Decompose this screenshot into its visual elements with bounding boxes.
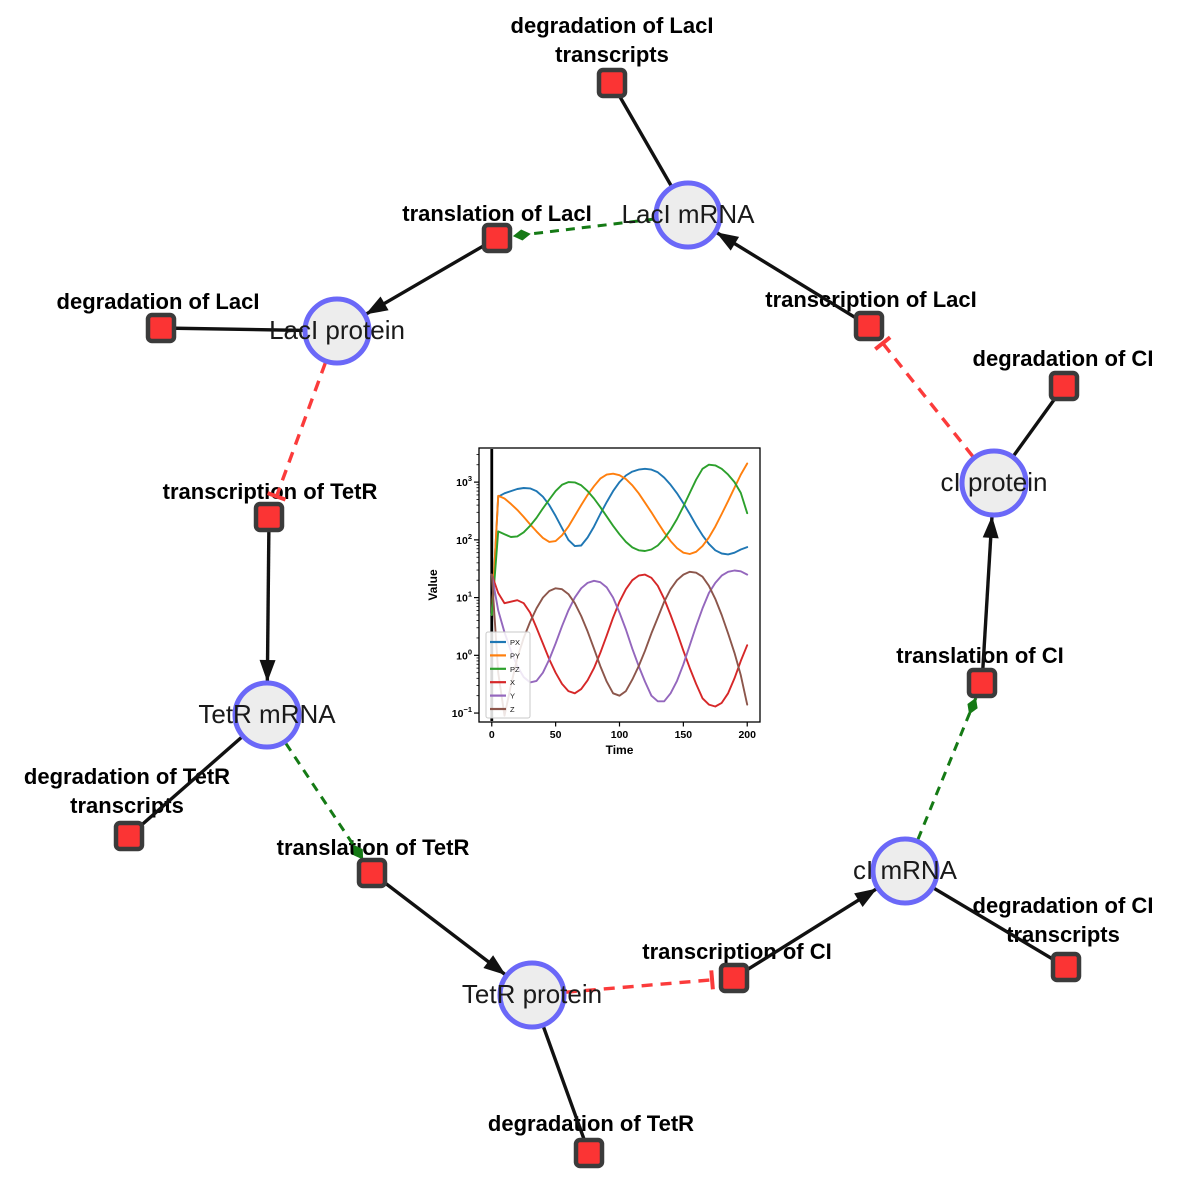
chart-x-tick-label: 200 — [738, 729, 756, 741]
reaction-node-transcription_of_LacI[interactable] — [853, 310, 885, 342]
reaction-label-translation_of_CI: translation of CI — [896, 643, 1063, 668]
reaction-node-transcription_of_CI[interactable] — [718, 962, 750, 994]
edge-production-translation_of_CI-cI_protein — [981, 515, 999, 671]
chart-legend-label-PX: PX — [510, 638, 520, 647]
chart-legend-label-Z: Z — [510, 705, 515, 714]
chart-series-PY — [490, 462, 749, 616]
reaction-node-degradation_of_CI_transcripts[interactable] — [1050, 951, 1082, 983]
chart-svg: 0 50 100 150 200 10−1 100 101 102 103 Time Value PX P… — [426, 447, 761, 757]
species-node-cI_mRNA[interactable] — [870, 836, 940, 906]
chart-legend-label-PY: PY — [510, 651, 520, 660]
reaction-label-transcription_of_LacI: transcription of LacI — [765, 287, 976, 312]
chart-ylabel: Value — [426, 569, 440, 601]
species-label-cI_mRNA: cI mRNA — [853, 855, 958, 885]
edge-catalysis-TetR_mRNA-translation_of_TetR — [284, 742, 365, 861]
species-label-cI_protein: cI protein — [941, 467, 1048, 497]
chart-x-tick-label: 150 — [675, 729, 693, 741]
chart-xlabel: Time — [606, 743, 634, 757]
reaction-node-transcription_of_TetR[interactable] — [253, 501, 285, 533]
species-node-LacI_protein[interactable] — [302, 296, 372, 366]
species-labels-layer: LacI mRNA LacI protein TetR mRNA TetR prote… — [198, 199, 1047, 1009]
reaction-label-translation_of_TetR: translation of TetR — [277, 835, 470, 860]
chart-series-X — [490, 573, 749, 708]
reaction-label-transcription_of_CI: transcription of CI — [642, 939, 831, 964]
reaction-label-degradation_of_TetR: degradation of TetR — [488, 1111, 694, 1136]
nodes-layer — [113, 67, 1082, 1169]
species-label-LacI_protein: LacI protein — [269, 315, 405, 345]
reaction-label-degradation_of_CI_transcripts: degradation of CI — [973, 893, 1154, 918]
species-node-TetR_protein[interactable] — [497, 960, 567, 1030]
chart-legend-label-PZ: PZ — [510, 665, 520, 674]
chart-series-PZ — [490, 463, 749, 616]
reaction-label-degradation_of_LacI_transcripts: transcripts — [555, 42, 669, 67]
edges-layer — [127, 82, 1067, 1154]
chart-series-PX — [490, 467, 749, 616]
reaction-labels-layer: degradation of LacI transcripts translatio… — [24, 13, 1154, 1136]
chart-y-tick-label: 103 — [456, 474, 472, 489]
reaction-node-degradation_of_TetR[interactable] — [573, 1137, 605, 1169]
reaction-node-degradation_of_LacI[interactable] — [145, 312, 177, 344]
species-node-TetR_mRNA[interactable] — [232, 680, 302, 750]
chart-legend-label-Y: Y — [510, 692, 515, 701]
inset-timecourse-chart: 0 50 100 150 200 10−1 100 101 102 103 Time Value PX P… — [425, 428, 780, 768]
reaction-label-transcription_of_TetR: transcription of TetR — [163, 479, 378, 504]
species-label-TetR_protein: TetR protein — [462, 979, 602, 1009]
chart-y-tick-label: 102 — [456, 532, 472, 547]
edge-inhibition-LacI_protein-transcription_of_TetR — [266, 362, 327, 502]
edge-catalysis-LacI_mRNA-translation_of_LacI — [512, 217, 655, 241]
chart-x-tick-label: 0 — [489, 729, 495, 741]
chart-y-tick-label: 10−1 — [452, 705, 472, 720]
chart-x-tick-label: 100 — [611, 729, 629, 741]
chart-legend-label-X: X — [510, 678, 515, 687]
reaction-label-degradation_of_LacI_transcripts: degradation of LacI — [511, 13, 714, 38]
species-label-TetR_mRNA: TetR mRNA — [198, 699, 336, 729]
reaction-node-translation_of_CI[interactable] — [966, 667, 998, 699]
reaction-node-degradation_of_LacI_transcripts[interactable] — [596, 67, 628, 99]
chart-y-tick-label: 101 — [456, 590, 472, 605]
chart-x-tick-label: 50 — [550, 729, 562, 741]
edge-inhibition-cI_protein-transcription_of_LacI — [874, 335, 975, 458]
chart-y-tick-label: 100 — [456, 647, 472, 662]
reaction-label-degradation_of_CI: degradation of CI — [973, 346, 1154, 371]
reaction-node-translation_of_TetR[interactable] — [356, 857, 388, 889]
edge-inhibition-TetR_protein-transcription_of_CI — [565, 970, 715, 994]
edge-production-translation_of_TetR-TetR_protein — [381, 879, 507, 977]
edge-production-translation_of_LacI-LacI_protein — [364, 243, 487, 316]
chart-series-Y — [490, 569, 749, 703]
reaction-label-degradation_of_TetR_transcripts: transcripts — [70, 793, 184, 818]
reaction-label-degradation_of_LacI: degradation of LacI — [57, 289, 260, 314]
edge-production-transcription_of_LacI-LacI_mRNA — [715, 230, 859, 321]
edge-production-transcription_of_TetR-TetR_mRNA — [259, 529, 276, 683]
reaction-node-translation_of_LacI[interactable] — [481, 222, 513, 254]
reaction-node-degradation_of_TetR_transcripts[interactable] — [113, 820, 145, 852]
edge-catalysis-cI_mRNA-translation_of_CI — [916, 697, 978, 841]
reaction-node-degradation_of_CI[interactable] — [1048, 370, 1080, 402]
chart-legend-box — [485, 631, 531, 719]
edge-production-transcription_of_CI-cI_mRNA — [744, 887, 878, 973]
species-label-LacI_mRNA: LacI mRNA — [622, 199, 756, 229]
species-node-cI_protein[interactable] — [959, 448, 1029, 518]
species-node-LacI_mRNA[interactable] — [653, 180, 723, 250]
reaction-label-translation_of_LacI: translation of LacI — [402, 201, 591, 226]
chart-series-Z — [490, 570, 749, 717]
